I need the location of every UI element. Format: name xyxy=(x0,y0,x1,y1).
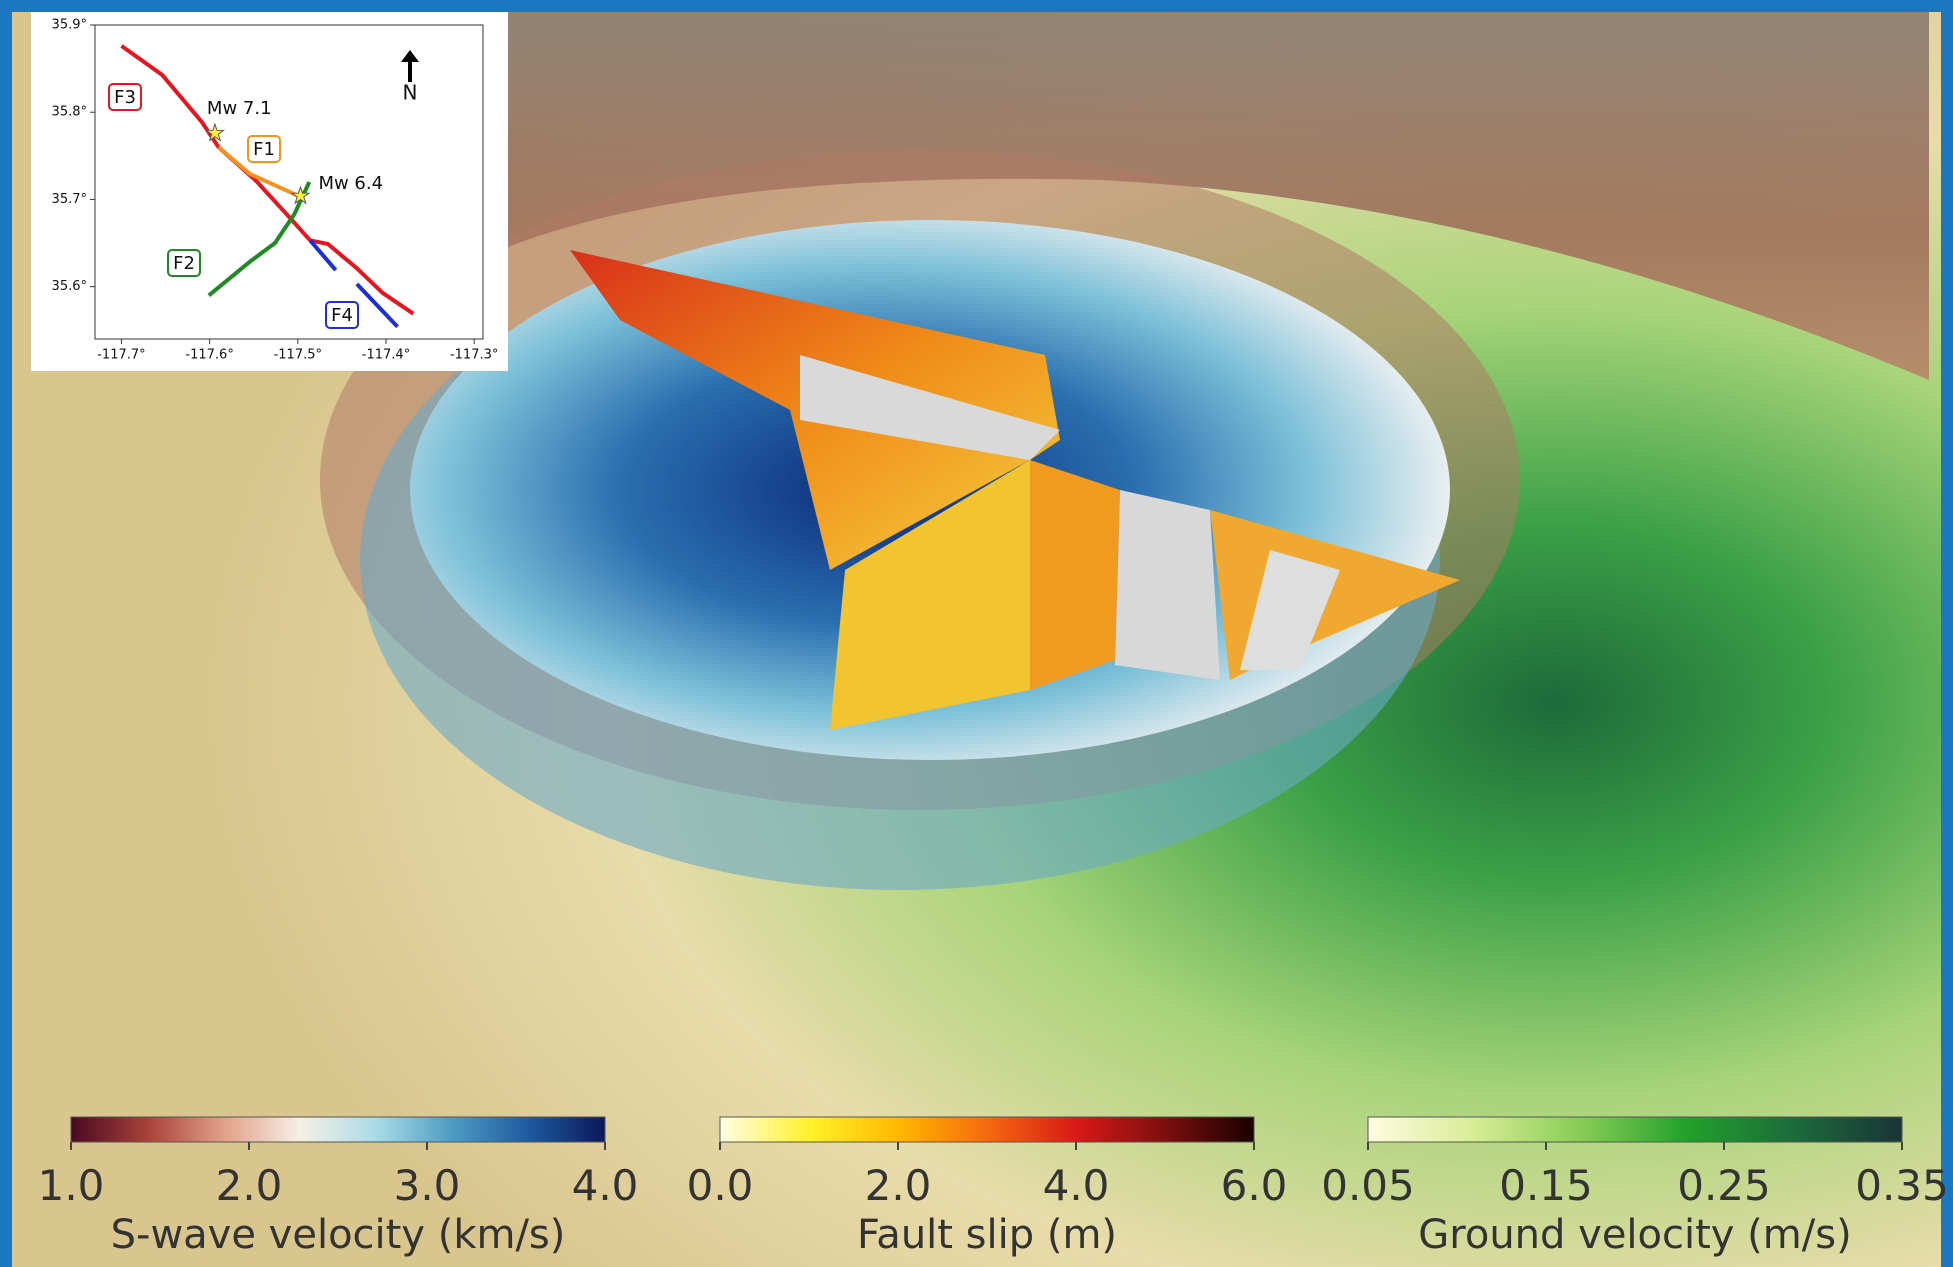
y-tick-label: 35.9° xyxy=(52,18,87,33)
colorbar-tick-label: 2.0 xyxy=(865,1161,932,1210)
x-tick-label: -117.5° xyxy=(274,348,322,363)
colorbar-tick-label: 1.0 xyxy=(38,1161,105,1210)
colorbar-tick-label: 2.0 xyxy=(216,1161,283,1210)
fault-plane xyxy=(1115,490,1220,680)
epicenter-label: Mw 6.4 xyxy=(318,173,383,194)
colorbar-title: Fault slip (m) xyxy=(857,1212,1117,1258)
colorbar xyxy=(1368,1117,1902,1142)
colorbar-tick-label: 6.0 xyxy=(1221,1161,1288,1210)
colorbar-tick-label: 0.35 xyxy=(1855,1161,1949,1210)
fault-label: F1 xyxy=(253,139,275,160)
scene: -117.7° -117.6° -117.5° -117.4° -117.3° 35.6°… xyxy=(0,0,1953,1267)
fault-label: F3 xyxy=(114,87,136,108)
colorbar-title: S-wave velocity (km/s) xyxy=(111,1212,566,1258)
colorbar xyxy=(71,1117,605,1142)
x-tick-label: -117.3° xyxy=(450,348,498,363)
fault-label: F2 xyxy=(173,253,195,274)
y-tick-label: 35.7° xyxy=(52,192,87,207)
colorbar-tick-label: 3.0 xyxy=(394,1161,461,1210)
colorbar-tick-label: 4.0 xyxy=(572,1161,639,1210)
fault-label: F4 xyxy=(331,305,353,326)
colorbar xyxy=(720,1117,1254,1142)
colorbar-tick-label: 0.15 xyxy=(1499,1161,1593,1210)
x-tick-label: -117.7° xyxy=(97,348,145,363)
x-tick-label: -117.6° xyxy=(185,348,233,363)
y-tick-label: 35.6° xyxy=(52,279,87,294)
colorbar-tick-label: 0.25 xyxy=(1677,1161,1771,1210)
epicenter-label: Mw 7.1 xyxy=(207,98,272,119)
colorbar-tick-label: 0.05 xyxy=(1321,1161,1415,1210)
colorbar-tick-label: 4.0 xyxy=(1043,1161,1110,1210)
x-tick-label: -117.4° xyxy=(362,348,410,363)
colorbar-tick-label: 0.0 xyxy=(687,1161,754,1210)
y-tick-label: 35.8° xyxy=(52,105,87,120)
inset-panel xyxy=(31,12,508,371)
colorbar-title: Ground velocity (m/s) xyxy=(1418,1212,1851,1258)
fault-plane xyxy=(1030,460,1120,690)
north-label: N xyxy=(403,81,418,105)
